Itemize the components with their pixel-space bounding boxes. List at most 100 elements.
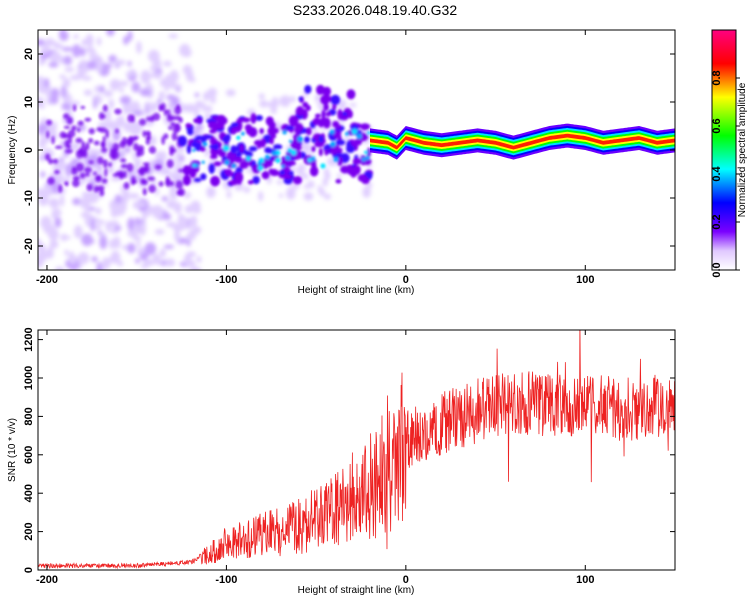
spectrogram-blob [136,41,142,54]
spectrogram-hotspot [356,133,362,139]
spectrogram-blob [98,112,105,120]
spectrogram-blob [120,158,127,163]
spectrogram-blob [154,229,165,235]
spectrogram-blob [142,130,147,138]
spectrogram-blob [127,217,135,231]
spectrogram-blob [42,185,53,197]
spectrogram-blob [330,94,341,105]
spectrogram-blob [152,58,162,70]
spectrogram-blob [148,146,157,154]
spectrogram-blob [186,143,192,155]
spectrogram-blob [131,114,135,123]
spectrogram-blob [243,186,251,193]
spectrogram-blob [304,184,309,190]
spectrogram-blob [259,100,269,108]
spectrogram-blob [117,260,124,267]
spectrogram-blob [132,236,142,241]
spectrogram-blob [86,183,93,192]
spectrogram-blob [88,127,95,135]
spectrogram-blob [312,117,321,126]
spectrogram-blob [63,55,73,66]
colorbar-tick-label: 0.2 [711,214,723,229]
spectrogram-blob [366,147,371,159]
spectrogram-blob [77,127,81,133]
spectrogram-hotspot [236,135,241,140]
spectrogram-blob [112,143,120,151]
spectrogram-blob [81,233,93,247]
spectrogram-blob [350,124,359,131]
spectrogram-hotspot [246,156,251,162]
spectrogram-blob [267,101,274,108]
spectrogram-blob [136,145,145,152]
spectrogram-blob [194,100,204,109]
spectrogram-blob [161,136,165,145]
spectrogram-blob [163,213,172,221]
colorbar-gradient [712,30,736,270]
spectrogram-blob [307,180,315,189]
spectrogram-y-tick-label: 10 [23,96,35,108]
spectrogram-blob [81,141,86,148]
spectrogram-hotspot [201,160,205,164]
spectrogram-blob [48,158,54,165]
spectrogram-blob [115,205,125,211]
spectrogram-blob [110,229,117,234]
spectrogram-blob [213,161,222,167]
spectrogram-blob [84,117,92,122]
spectrogram-blob [169,69,179,83]
spectrogram-hotspot [223,145,230,152]
spectrogram-hotspot [367,131,371,135]
spectrogram-blob [288,170,294,176]
spectrogram-blob [161,196,169,202]
spectrogram-blob [210,95,216,104]
spectrogram-blob [48,197,60,209]
spectrogram-blob [42,84,52,95]
spectrogram-blob [59,235,72,240]
spectrogram-blob [119,87,125,93]
spectrogram-blob [170,95,180,108]
spectrogram-blob [68,100,81,107]
spectrogram-blob [142,188,147,196]
spectrogram-blob [101,62,109,73]
spectrogram-hotspot [271,150,277,156]
spectrogram-blob [194,92,200,98]
spectrogram-blob [59,74,67,79]
spectrogram-blob [303,136,310,143]
spectrogram-blob [175,145,186,153]
spectrogram-blob [202,102,207,113]
spectrogram-blob [110,121,120,130]
spectrogram-blob [88,53,100,61]
spectrogram-blob [133,223,139,237]
spectrogram-blob [99,189,105,197]
spectrogram-blob [258,93,265,100]
spectrogram-hotspot [333,157,339,162]
spectrogram-blob [62,78,71,88]
spectrogram-blob [177,188,186,197]
spectrogram-blob [102,104,108,112]
snr-x-tick-label: -100 [215,574,237,586]
spectrogram-blob [85,172,90,177]
spectrogram-blob [112,236,121,249]
spectrogram-blob [54,216,62,228]
spectrogram-blob [158,104,163,112]
spectrogram-marks [38,30,675,270]
spectrogram-blob [178,135,188,147]
spectrogram-blob [335,179,342,184]
spectrogram-blob [175,180,184,189]
spectrogram-hotspot [288,148,292,152]
spectrogram-blob [175,124,182,132]
spectrogram-blob [75,162,84,172]
spectrogram-blob [362,192,367,198]
spectrogram-blob [173,115,182,121]
spectrogram-blob [108,98,115,110]
spectrogram-blob [66,116,74,125]
spectrogram-blob [143,259,155,266]
spectrogram-blob [38,123,47,135]
spectrogram-x-tick-label: -100 [215,274,237,286]
spectrogram-blob [114,194,123,206]
spectrogram-blob [230,122,239,128]
spectrogram-blob [71,166,77,171]
spectrogram-blob [119,140,126,149]
spectrogram-blob [276,179,284,185]
spectrogram-blob [93,140,100,146]
spectrogram-y-tick-label: -20 [23,238,35,254]
